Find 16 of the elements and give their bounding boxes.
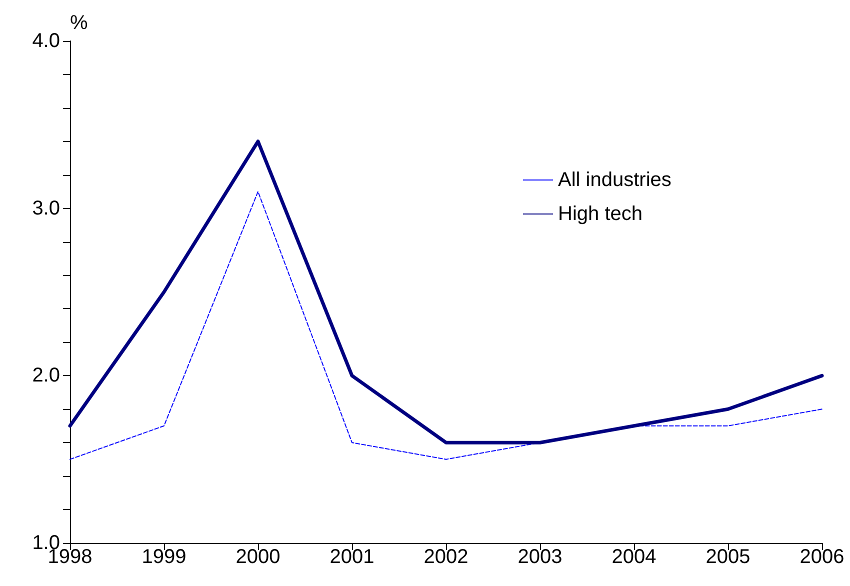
x-tick-label: 2002 xyxy=(424,546,468,568)
x-tick-label: 2005 xyxy=(706,546,750,568)
line-series xyxy=(70,191,822,460)
y-axis-title: % xyxy=(70,12,88,34)
x-tick-label: 2001 xyxy=(330,546,374,568)
x-tick-label: 2003 xyxy=(518,546,562,568)
y-tick-label: 2.0 xyxy=(32,364,60,387)
x-tick-label: 2000 xyxy=(236,546,280,568)
y-tick-label: 4.0 xyxy=(32,30,60,52)
legend-label: High tech xyxy=(558,203,642,225)
x-tick-label: 2004 xyxy=(612,546,656,568)
line-series xyxy=(68,140,824,444)
x-tick-label: 1999 xyxy=(142,546,186,568)
legend-label: All industries xyxy=(558,169,672,191)
y-tick-label: 3.0 xyxy=(32,197,60,220)
x-tick-label: 2006 xyxy=(800,546,844,568)
